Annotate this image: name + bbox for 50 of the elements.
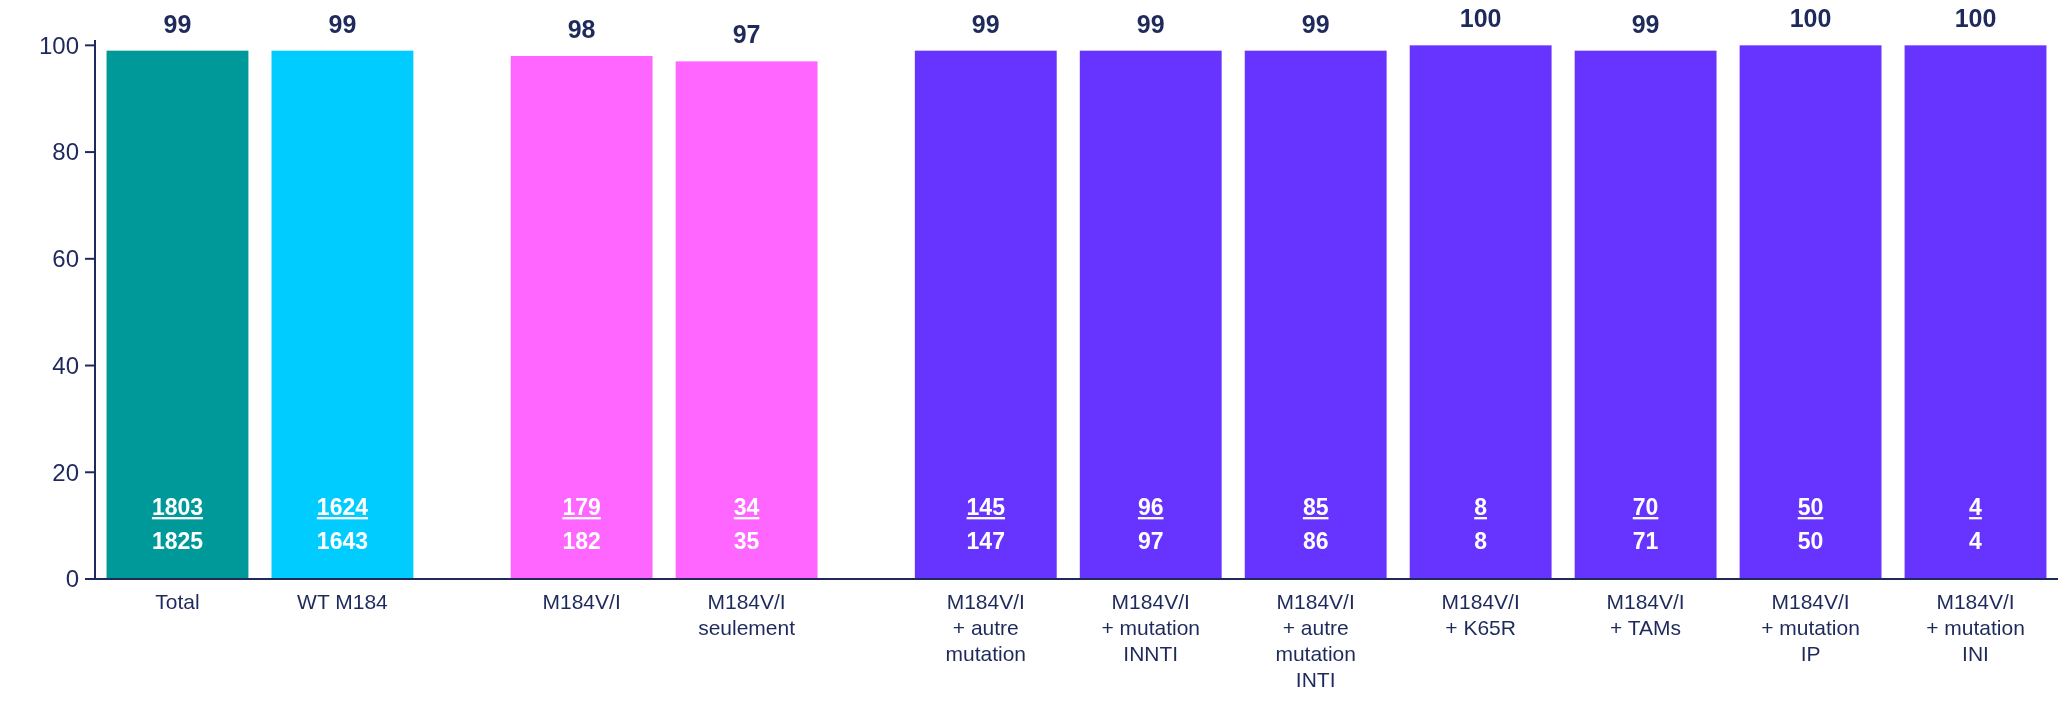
x-tick-label: M184V/I + mutation INNTI <box>1101 590 1201 665</box>
annotation: 1825 <box>151 528 204 555</box>
y-tick-label: 40 <box>52 351 79 379</box>
x-tick-label: M184V/I <box>542 590 621 613</box>
annotation: 50 <box>1797 494 1824 521</box>
annotation: 182 <box>562 528 601 555</box>
annotation: 35 <box>733 528 760 555</box>
y-tick-label: 20 <box>52 458 79 486</box>
x-tick-label: M184V/I + mutation INI <box>1926 590 2025 665</box>
annotation: 1803 <box>151 494 204 521</box>
annotation: 8 <box>1474 494 1488 521</box>
data-label: 99 <box>1301 9 1330 38</box>
annotation: 179 <box>562 494 601 521</box>
x-tick-label: M184V/I seulement <box>698 590 796 639</box>
data-label: 98 <box>567 15 596 44</box>
annotation: 4 <box>1969 528 1983 555</box>
annotation: 70 <box>1632 494 1659 521</box>
data-label: 99 <box>1136 9 1165 38</box>
y-tick-label: 60 <box>52 245 79 273</box>
data-label: 99 <box>328 9 357 38</box>
annotation: 8 <box>1474 528 1488 555</box>
annotation: 4 <box>1969 494 1983 521</box>
annotation: 147 <box>966 528 1005 555</box>
annotation: 97 <box>1137 528 1164 555</box>
x-tick-label: WT M184 <box>297 590 389 613</box>
annotation: 85 <box>1302 494 1329 521</box>
annotation: 96 <box>1137 494 1164 521</box>
x-tick-label: M184V/I + autre mutation <box>945 590 1027 665</box>
data-label: 100 <box>1789 4 1832 33</box>
x-tick-label: M184V/I + mutation IP <box>1761 590 1860 665</box>
annotation: 1624 <box>316 494 369 521</box>
annotation: 50 <box>1797 528 1824 555</box>
annotation: 1643 <box>316 528 369 555</box>
data-label: 97 <box>732 20 761 49</box>
data-label: 99 <box>163 9 192 38</box>
annotation: 86 <box>1302 528 1329 555</box>
annotation: 71 <box>1632 528 1659 555</box>
annotation: 34 <box>733 494 760 521</box>
annotation: 145 <box>966 494 1006 521</box>
data-label: 100 <box>1954 4 1997 33</box>
data-label: 99 <box>971 9 1000 38</box>
data-label: 100 <box>1459 4 1502 33</box>
x-tick-label: M184V/I + TAMs <box>1606 590 1685 639</box>
y-tick-label: 80 <box>52 138 79 166</box>
y-tick-label: 100 <box>38 31 79 59</box>
x-tick-label: Total <box>155 590 200 613</box>
data-label: 99 <box>1631 9 1660 38</box>
y-tick-label: 0 <box>65 565 79 593</box>
x-tick-label: M184V/I + K65R <box>1441 590 1520 639</box>
x-tick-label: M184V/I + autre mutation INTI <box>1275 590 1356 691</box>
